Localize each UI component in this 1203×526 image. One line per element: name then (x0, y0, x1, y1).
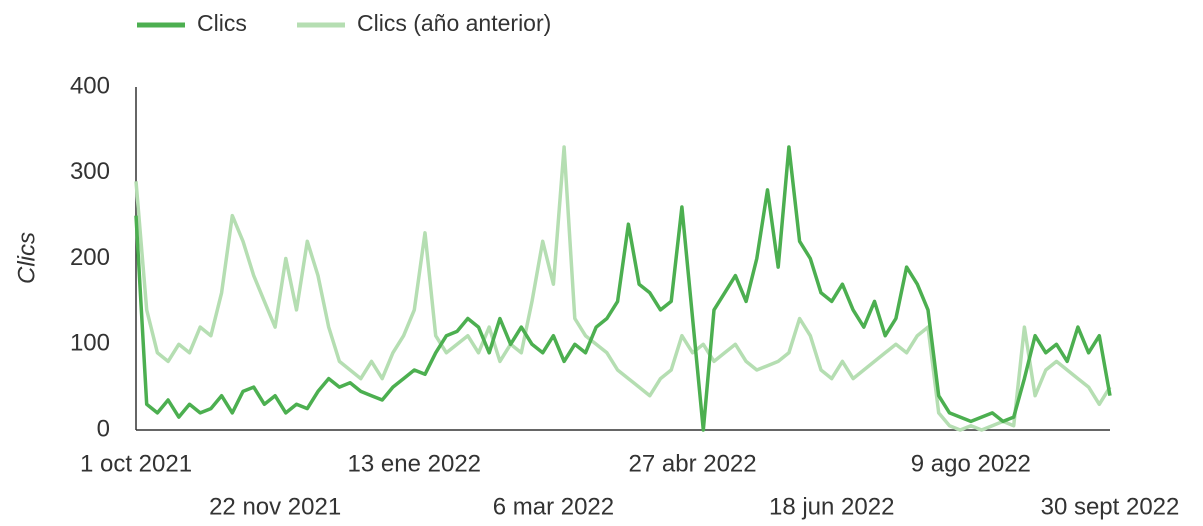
y-tick-label: 300 (70, 158, 110, 185)
y-tick-label: 0 (97, 415, 110, 442)
y-tick-label: 400 (70, 72, 110, 99)
x-tick-label: 13 ene 2022 (348, 450, 481, 477)
line-series (134, 145, 1112, 432)
x-tick-label: 6 mar 2022 (493, 493, 614, 520)
y-tick-label: 100 (70, 330, 110, 357)
x-tick-label: 27 abr 2022 (629, 450, 757, 477)
x-tick-label: 30 sept 2022 (1041, 493, 1180, 520)
line-series (134, 145, 1112, 432)
y-tick-label: 200 (70, 244, 110, 271)
y-axis-label: Clics (13, 232, 40, 284)
x-tick-label: 18 jun 2022 (769, 493, 894, 520)
x-tick-label: 1 oct 2021 (80, 450, 192, 477)
legend-label: Clics (197, 10, 247, 36)
x-tick-label: 22 nov 2021 (209, 493, 341, 520)
x-tick-label: 9 ago 2022 (911, 450, 1031, 477)
legend-label: Clics (año anterior) (357, 10, 551, 36)
